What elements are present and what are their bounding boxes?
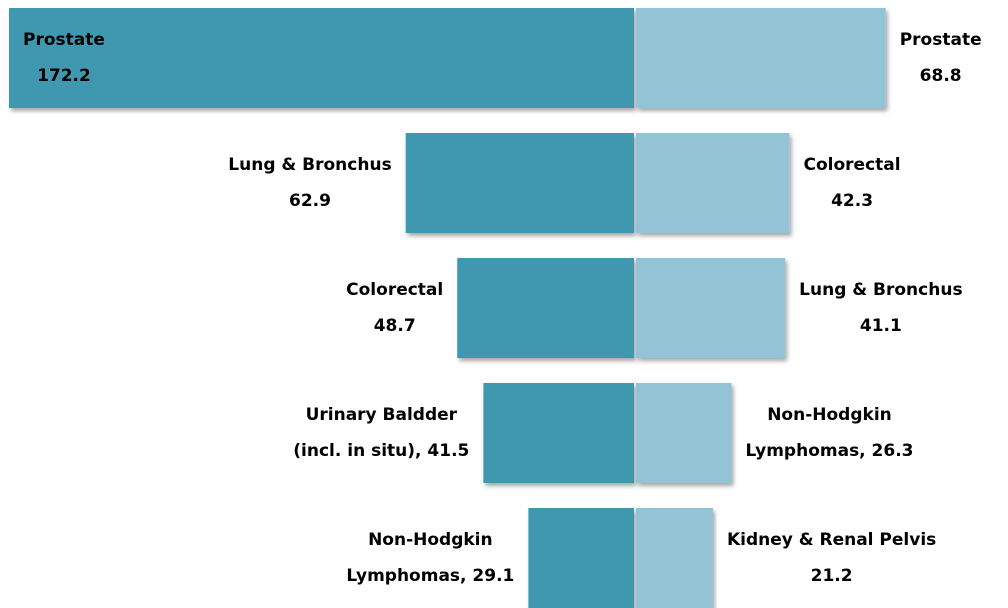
bar-label: 48.7 bbox=[374, 316, 416, 336]
bar-label: Colorectal bbox=[346, 280, 443, 300]
bar-label: Lung & Bronchus bbox=[799, 280, 962, 300]
bar-label: Lymphomas, 29.1 bbox=[346, 566, 514, 586]
bar-label: 41.1 bbox=[860, 316, 902, 336]
bar bbox=[636, 133, 790, 233]
bar-label: Colorectal bbox=[804, 155, 901, 175]
bar bbox=[636, 258, 786, 358]
bar-label: Urinary Baldder bbox=[306, 405, 458, 425]
bar bbox=[9, 8, 634, 108]
bar-label: 68.8 bbox=[920, 66, 962, 86]
bar bbox=[405, 133, 634, 233]
bar-label: Prostate bbox=[900, 30, 982, 50]
bar-label: 42.3 bbox=[831, 191, 873, 211]
bar-label: 62.9 bbox=[289, 191, 331, 211]
bar-label: Non-Hodgkin bbox=[368, 530, 493, 550]
bar-label: 21.2 bbox=[811, 566, 853, 586]
bar-label: (incl. in situ), 41.5 bbox=[293, 441, 469, 461]
bar bbox=[457, 258, 634, 358]
bar bbox=[636, 8, 886, 108]
bar bbox=[483, 383, 634, 483]
bar bbox=[636, 508, 713, 608]
bar-label: Lung & Bronchus bbox=[228, 155, 391, 175]
bar bbox=[528, 508, 634, 608]
bar-label: Lymphomas, 26.3 bbox=[745, 441, 913, 461]
bar-label: 172.2 bbox=[37, 66, 91, 86]
bar-label: Prostate bbox=[23, 30, 105, 50]
bar-label: Kidney & Renal Pelvis bbox=[727, 530, 936, 550]
bar-label: Non-Hodgkin bbox=[767, 405, 892, 425]
bar bbox=[636, 383, 732, 483]
